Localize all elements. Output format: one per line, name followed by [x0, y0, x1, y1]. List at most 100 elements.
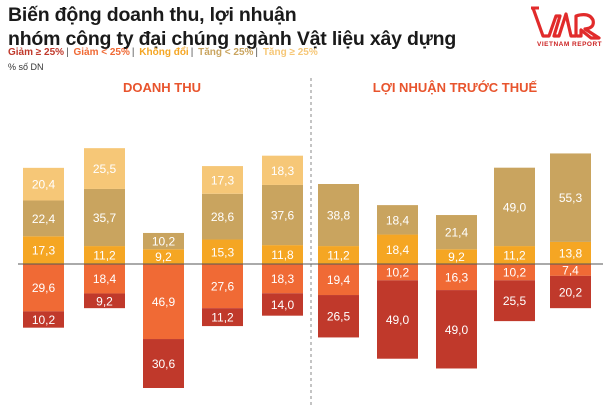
bar-value-label: 9,2	[96, 294, 113, 308]
bar-segment	[436, 215, 477, 250]
bar-value-label: 46,9	[152, 295, 176, 309]
bar-segment	[202, 193, 243, 240]
bar-segment	[84, 148, 125, 189]
legend-separator: |	[190, 47, 194, 58]
bar-segment	[202, 264, 243, 309]
bar-segment	[550, 264, 591, 276]
bar-value-label: 25,5	[93, 162, 117, 176]
bar-value-label: 55,3	[559, 191, 583, 205]
bar-segment	[494, 264, 535, 281]
legend-item-increase-small: Tăng < 25%	[198, 47, 254, 58]
bar-segment	[494, 167, 535, 247]
bar-value-label: 14,0	[271, 298, 295, 312]
bar-value-label: 11,8	[271, 248, 294, 262]
vnr-logo-mark	[531, 6, 601, 40]
bar-value-label: 16,3	[445, 271, 469, 285]
group-title-revenue: DOANH THU	[123, 80, 201, 95]
bar-value-label: 10,2	[503, 266, 527, 280]
bar-segment	[377, 280, 418, 359]
bar-segment	[202, 308, 243, 327]
bar-segment	[377, 234, 418, 264]
bar-segment	[143, 339, 184, 388]
logo-subtitle: VIETNAM REPORT	[537, 41, 603, 48]
bar-value-label: 21,4	[445, 226, 469, 240]
bar-segment	[262, 245, 303, 264]
bar-value-label: 38,8	[327, 209, 351, 223]
legend-item-increase-large: Tăng ≥ 25%	[262, 47, 318, 58]
bar-value-label: 17,3	[32, 244, 56, 258]
bar-segment	[84, 246, 125, 264]
bar-value-label: 18,3	[271, 164, 295, 178]
legend-item-decrease-small: Giảm < 25%	[73, 47, 130, 58]
bar-segment	[318, 246, 359, 264]
bar-value-label: 13,8	[559, 246, 583, 260]
bar-value-label: 49,0	[445, 323, 469, 337]
bars: 17,3 22,4 20,4 29,6 10,2 11,2 35,7 25,5 18,4 9,2 9…	[23, 148, 591, 388]
bar-value-label: 18,4	[386, 243, 410, 257]
bar-segment	[84, 264, 125, 294]
bar-value-label: 9,2	[155, 250, 172, 264]
bar-value-label: 37,6	[271, 209, 295, 223]
vnr-logo: VIETNAM REPORT	[529, 2, 609, 50]
bar-value-label: 49,0	[503, 200, 527, 214]
bar-value-label: 11,2	[503, 249, 526, 263]
bar-segment	[23, 167, 64, 201]
bar-value-label: 18,3	[271, 272, 295, 286]
bar-value-label: 49,0	[386, 313, 410, 327]
bar-value-label: 11,2	[211, 311, 234, 325]
bar-segment	[262, 264, 303, 294]
bar-segment	[143, 232, 184, 250]
bar-value-label: 22,4	[32, 212, 56, 226]
bar-value-label: 10,2	[32, 313, 56, 327]
bar-value-label: 18,4	[93, 272, 117, 286]
bar-segment	[262, 293, 303, 316]
bar-segment	[436, 264, 477, 291]
bar-segment	[23, 200, 64, 237]
legend: Giảm ≥ 25% | Giảm < 25% | Không đổi | Tăng …	[8, 47, 318, 58]
bar-value-label: 26,5	[327, 310, 351, 324]
bar-segment	[436, 290, 477, 369]
bar-segment	[202, 166, 243, 194]
bar-segment	[550, 241, 591, 264]
bar-segment	[202, 239, 243, 264]
unit-label: % số DN	[8, 62, 44, 72]
group-title-profit: LỢI NHUẬN TRƯỚC THUẾ	[373, 80, 538, 95]
bar-value-label: 28,6	[211, 210, 235, 224]
bar-segment	[318, 184, 359, 247]
bar-value-label: 10,2	[152, 235, 176, 249]
bar-value-label: 20,4	[32, 178, 56, 192]
bar-value-label: 11,2	[327, 249, 350, 263]
bar-segment	[494, 246, 535, 264]
bar-value-label: 18,4	[386, 213, 410, 227]
bar-value-label: 35,7	[93, 211, 117, 225]
bar-segment	[318, 295, 359, 338]
bar-segment	[377, 205, 418, 235]
title-line-1: Biến động doanh thu, lợi nhuận	[8, 4, 297, 26]
legend-separator: |	[255, 47, 259, 58]
bar-value-label: 29,6	[32, 281, 56, 295]
bar-value-label: 11,2	[93, 249, 116, 263]
bar-segment	[262, 155, 303, 185]
bar-segment	[143, 264, 184, 340]
bar-segment	[550, 275, 591, 309]
bar-segment	[23, 264, 64, 312]
legend-separator: |	[131, 47, 135, 58]
bar-segment	[318, 264, 359, 296]
legend-item-decrease-large: Giảm ≥ 25%	[8, 47, 65, 58]
legend-separator: |	[66, 47, 69, 58]
bar-segment	[377, 264, 418, 281]
bar-segment	[436, 249, 477, 264]
bar-segment	[550, 153, 591, 242]
title-line-2: nhóm công ty đại chúng ngành Vật liệu xâ…	[8, 28, 457, 50]
bar-value-label: 20,2	[559, 286, 583, 300]
bar-value-label: 17,3	[211, 173, 235, 187]
bar-segment	[23, 236, 64, 264]
bar-value-label: 9,2	[448, 250, 465, 264]
bar-segment	[494, 280, 535, 322]
bar-value-label: 10,2	[386, 266, 410, 280]
bar-value-label: 15,3	[211, 245, 235, 259]
bar-value-label: 30,6	[152, 357, 176, 371]
legend-item-unchanged: Không đổi	[139, 47, 189, 58]
bar-value-label: 27,6	[211, 280, 235, 294]
